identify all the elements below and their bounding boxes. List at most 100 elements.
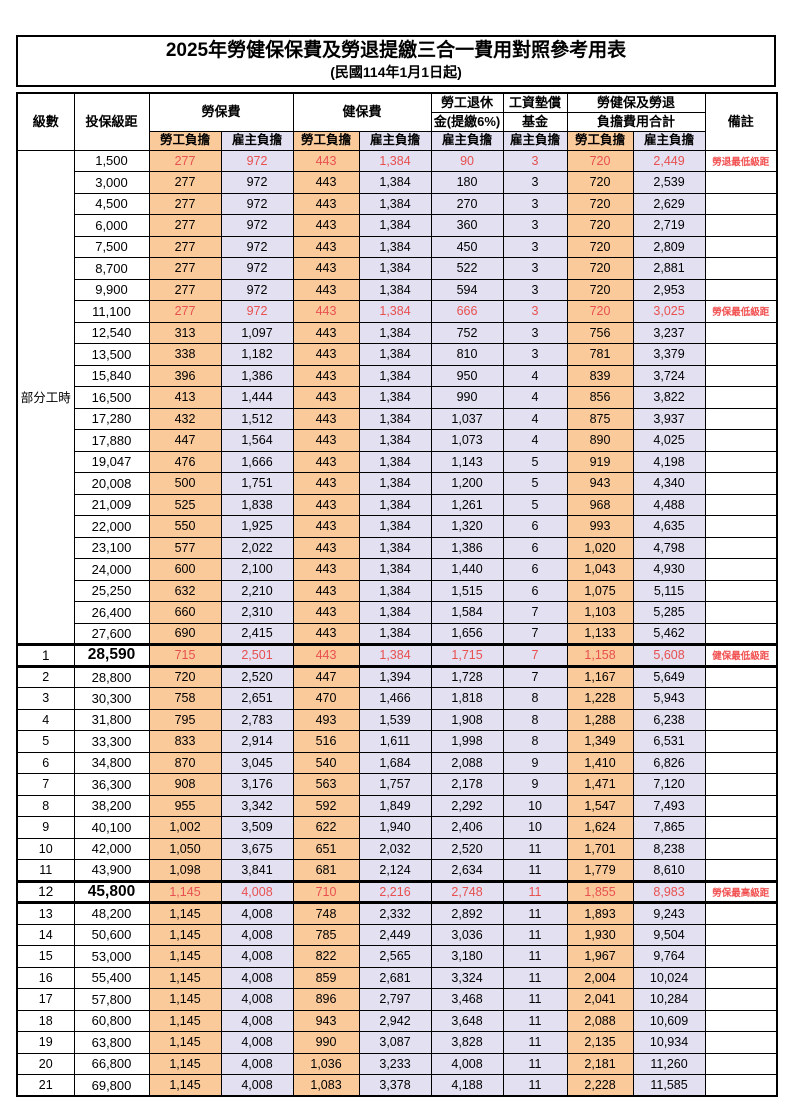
value-cell: 1,098 [148, 859, 222, 882]
grade-cell: 16 [16, 966, 75, 989]
table-row: 1 28,590 715 2,501 443 1,384 1,715 7 1,158 5,608 健… [16, 643, 778, 668]
bracket-cell: 21,009 [73, 493, 150, 516]
table-row: 19,047 476 1,666 443 1,384 1,143 5 919 4,198 [17, 450, 778, 473]
bracket-cell: 36,300 [73, 773, 150, 796]
value-cell: 3 [502, 235, 568, 258]
value-cell: 3,937 [632, 407, 706, 430]
remark-cell: 勞退最低級距 [704, 149, 778, 172]
value-cell: 3 [502, 343, 568, 366]
value-cell: 833 [148, 730, 222, 753]
value-cell: 2,088 [566, 1009, 634, 1032]
value-cell: 2,310 [220, 601, 294, 624]
value-cell: 180 [430, 171, 504, 194]
bracket-cell: 19,047 [73, 450, 150, 473]
value-cell: 11 [502, 1009, 568, 1032]
value-cell: 443 [292, 579, 360, 602]
value-cell: 270 [430, 192, 504, 215]
bracket-cell: 28,590 [73, 643, 150, 668]
value-cell: 594 [430, 278, 504, 301]
value-cell: 1,145 [148, 902, 222, 925]
grade-cell: 7 [16, 773, 75, 796]
value-cell: 955 [148, 794, 222, 817]
header-wage-fund-line1: 工資墊償 [502, 92, 568, 113]
value-cell: 6 [502, 536, 568, 559]
grade-cell: 20 [16, 1052, 75, 1075]
value-cell: 3,724 [632, 364, 706, 387]
value-cell: 795 [148, 708, 222, 731]
value-cell: 3,828 [430, 1031, 504, 1054]
value-cell: 540 [292, 751, 360, 774]
value-cell: 1,384 [358, 300, 432, 323]
value-cell: 1,384 [358, 579, 432, 602]
remark-cell [704, 1052, 778, 1075]
remark-cell [704, 257, 778, 280]
value-cell: 443 [292, 493, 360, 516]
value-cell: 6 [502, 579, 568, 602]
bracket-cell: 66,800 [73, 1052, 150, 1075]
value-cell: 2,124 [358, 859, 432, 882]
table-row: 3 30,300 758 2,651 470 1,466 1,818 8 1,228 5,943 [16, 687, 778, 710]
value-cell: 2,178 [430, 773, 504, 796]
value-cell: 4,008 [220, 879, 294, 904]
grade-cell: 10 [16, 837, 75, 860]
value-cell: 896 [292, 988, 360, 1011]
value-cell: 11 [502, 837, 568, 860]
remark-cell [704, 601, 778, 624]
value-cell: 5,943 [632, 687, 706, 710]
value-cell: 1,564 [220, 429, 294, 452]
bracket-cell: 55,400 [73, 966, 150, 989]
value-cell: 6 [502, 558, 568, 581]
table-row: 24,000 600 2,100 443 1,384 1,440 6 1,043 4,930 [17, 558, 778, 581]
header-grade: 級數 [16, 92, 75, 151]
bracket-cell: 20,008 [73, 472, 150, 495]
value-cell: 875 [566, 407, 634, 430]
table-row: 15,840 396 1,386 443 1,384 950 4 839 3,724 [17, 364, 778, 387]
value-cell: 908 [148, 773, 222, 796]
value-cell: 9,243 [632, 902, 706, 925]
value-cell: 1,855 [566, 879, 634, 904]
remark-cell [704, 751, 778, 774]
value-cell: 1,384 [358, 278, 432, 301]
remark-cell: 勞保最低級距 [704, 300, 778, 323]
value-cell: 968 [566, 493, 634, 516]
value-cell: 870 [148, 751, 222, 774]
remark-cell [704, 429, 778, 452]
value-cell: 443 [292, 257, 360, 280]
grade-cell: 13 [16, 902, 75, 925]
value-cell: 1,145 [148, 1031, 222, 1054]
value-cell: 748 [292, 902, 360, 925]
value-cell: 2,651 [220, 687, 294, 710]
value-cell: 1,701 [566, 837, 634, 860]
value-cell: 3 [502, 171, 568, 194]
value-cell: 1,384 [358, 601, 432, 624]
value-cell: 4,008 [220, 1009, 294, 1032]
value-cell: 11 [502, 966, 568, 989]
value-cell: 7 [502, 643, 568, 668]
remark-cell [704, 837, 778, 860]
value-cell: 443 [292, 601, 360, 624]
remark-cell [704, 622, 778, 645]
value-cell: 859 [292, 966, 360, 989]
value-cell: 6,826 [632, 751, 706, 774]
bracket-cell: 45,800 [73, 879, 150, 904]
value-cell: 7,493 [632, 794, 706, 817]
value-cell: 443 [292, 558, 360, 581]
value-cell: 1,320 [430, 515, 504, 538]
remark-cell [704, 235, 778, 258]
value-cell: 720 [566, 214, 634, 237]
remark-cell [704, 558, 778, 581]
value-cell: 1,384 [358, 321, 432, 344]
remark-cell [704, 687, 778, 710]
value-cell: 4,008 [220, 1052, 294, 1075]
value-cell: 4 [502, 386, 568, 409]
value-cell: 1,384 [358, 622, 432, 645]
bracket-cell: 22,000 [73, 515, 150, 538]
value-cell: 4,008 [220, 966, 294, 989]
grade-cell: 21 [16, 1074, 75, 1097]
table-row: 22,000 550 1,925 443 1,384 1,320 6 993 4,635 [17, 515, 778, 538]
value-cell: 1,512 [220, 407, 294, 430]
header-labor-employee-share: 勞工負擔 [148, 130, 222, 151]
value-cell: 810 [430, 343, 504, 366]
grade-cell: 12 [16, 879, 75, 904]
value-cell: 756 [566, 321, 634, 344]
